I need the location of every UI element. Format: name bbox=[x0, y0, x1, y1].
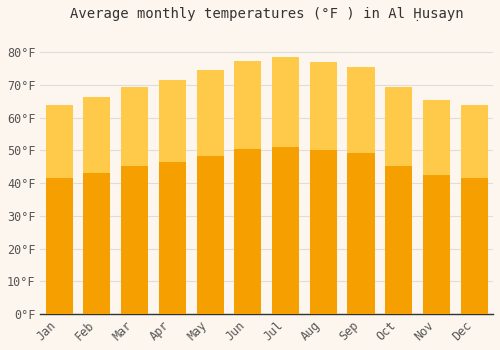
FancyBboxPatch shape bbox=[460, 105, 488, 178]
Bar bbox=[310, 62, 337, 314]
FancyBboxPatch shape bbox=[385, 87, 412, 166]
Bar bbox=[272, 57, 299, 314]
FancyBboxPatch shape bbox=[310, 62, 337, 150]
Bar bbox=[234, 61, 262, 314]
FancyBboxPatch shape bbox=[348, 67, 374, 154]
Bar bbox=[159, 80, 186, 314]
FancyBboxPatch shape bbox=[84, 97, 110, 173]
Bar bbox=[196, 70, 224, 314]
FancyBboxPatch shape bbox=[272, 57, 299, 147]
FancyBboxPatch shape bbox=[423, 100, 450, 175]
FancyBboxPatch shape bbox=[121, 87, 148, 166]
FancyBboxPatch shape bbox=[46, 105, 73, 178]
FancyBboxPatch shape bbox=[196, 70, 224, 156]
Bar bbox=[348, 67, 374, 314]
Bar bbox=[46, 105, 73, 314]
Bar bbox=[121, 87, 148, 314]
FancyBboxPatch shape bbox=[234, 61, 262, 149]
Bar bbox=[460, 105, 488, 314]
Title: Average monthly temperatures (°F ) in Al Ḥusayn: Average monthly temperatures (°F ) in Al… bbox=[70, 7, 464, 21]
Bar bbox=[84, 97, 110, 314]
Bar bbox=[385, 87, 412, 314]
Bar bbox=[423, 100, 450, 314]
FancyBboxPatch shape bbox=[159, 80, 186, 162]
